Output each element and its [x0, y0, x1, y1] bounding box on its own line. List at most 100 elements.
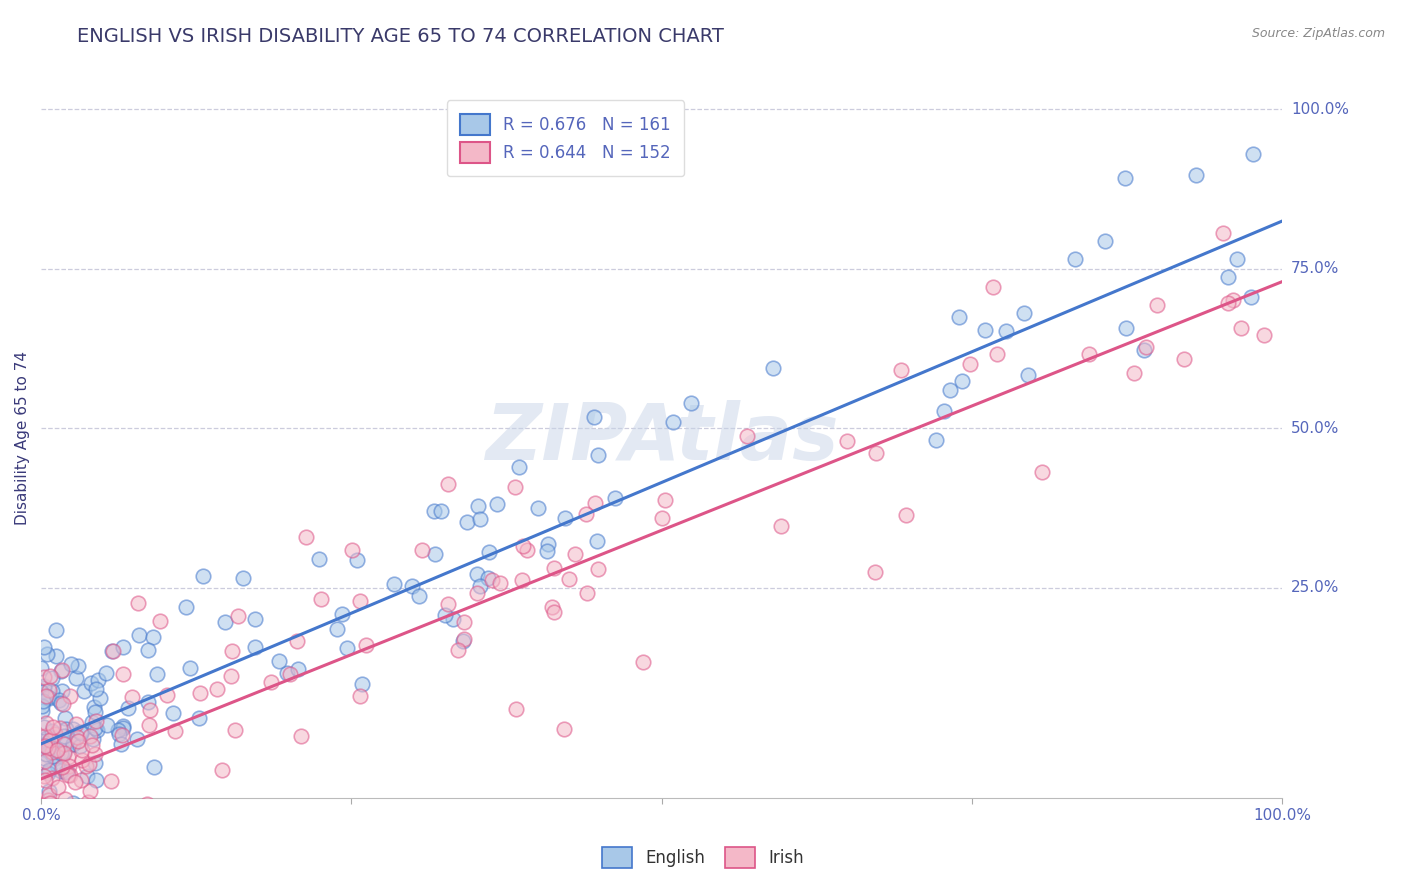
Point [1216, 269, 1239, 284]
Point [101, 644, 124, 658]
Point [83, 721, 105, 735]
Point [80, 738, 103, 752]
Point [51, 830, 73, 845]
Point [52, 697, 75, 711]
Point [38, 842, 60, 856]
Point [51, 760, 73, 774]
Point [1146, 298, 1168, 312]
Point [586, 448, 609, 462]
Point [330, 607, 353, 621]
Point [477, 571, 499, 585]
Point [865, 565, 887, 579]
Point [69, 725, 91, 739]
Point [1133, 343, 1156, 357]
Point [38, 789, 60, 803]
Point [986, 347, 1008, 361]
Point [103, 644, 125, 658]
Point [66, 730, 89, 744]
Point [35, 797, 58, 812]
Point [245, 640, 267, 654]
Point [308, 552, 330, 566]
Point [62, 722, 84, 736]
Point [679, 396, 702, 410]
Point [84, 747, 107, 761]
Point [981, 280, 1004, 294]
Point [290, 729, 312, 743]
Text: 100.0%: 100.0% [1291, 102, 1348, 117]
Text: 25.0%: 25.0% [1291, 580, 1339, 595]
Point [32, 679, 55, 693]
Point [127, 818, 149, 832]
Point [287, 662, 309, 676]
Point [214, 615, 236, 629]
Point [110, 728, 132, 742]
Point [467, 499, 489, 513]
Point [65, 717, 87, 731]
Point [478, 544, 501, 558]
Point [107, 723, 129, 737]
Point [162, 706, 184, 720]
Point [66, 659, 89, 673]
Point [423, 548, 446, 562]
Point [94, 666, 117, 681]
Point [42, 822, 65, 837]
Point [865, 446, 887, 460]
Point [41, 723, 63, 738]
Point [1184, 168, 1206, 182]
Point [294, 530, 316, 544]
Point [73, 684, 96, 698]
Point [38, 784, 60, 798]
Point [1094, 234, 1116, 248]
Point [1253, 328, 1275, 343]
Point [51, 683, 73, 698]
Point [96, 718, 118, 732]
Point [59, 657, 82, 672]
Point [65, 671, 87, 685]
Point [31, 694, 53, 708]
Point [46, 780, 69, 794]
Point [34, 755, 56, 769]
Point [41, 671, 63, 685]
Point [53, 744, 76, 758]
Point [66, 838, 89, 852]
Point [346, 553, 368, 567]
Point [38, 805, 60, 820]
Point [37, 690, 59, 705]
Point [465, 567, 488, 582]
Point [51, 748, 73, 763]
Point [1218, 296, 1240, 310]
Point [959, 357, 981, 371]
Point [37, 741, 59, 756]
Point [187, 711, 209, 725]
Point [146, 666, 169, 681]
Point [73, 855, 96, 870]
Point [553, 722, 575, 736]
Point [32, 751, 55, 765]
Point [156, 688, 179, 702]
Point [59, 768, 82, 782]
Point [84, 714, 107, 728]
Point [127, 596, 149, 610]
Point [662, 415, 685, 429]
Point [165, 723, 187, 738]
Point [401, 579, 423, 593]
Point [188, 686, 211, 700]
Point [65, 813, 87, 827]
Point [69, 739, 91, 754]
Point [31, 742, 53, 756]
Point [53, 838, 76, 853]
Point [423, 503, 446, 517]
Point [211, 763, 233, 777]
Point [1114, 171, 1136, 186]
Point [121, 690, 143, 704]
Point [77, 757, 100, 772]
Point [34, 880, 56, 892]
Point [55, 792, 77, 806]
Point [52, 746, 75, 760]
Point [430, 504, 453, 518]
Point [111, 640, 134, 654]
Point [575, 585, 598, 599]
Point [470, 512, 492, 526]
Point [83, 699, 105, 714]
Point [1031, 466, 1053, 480]
